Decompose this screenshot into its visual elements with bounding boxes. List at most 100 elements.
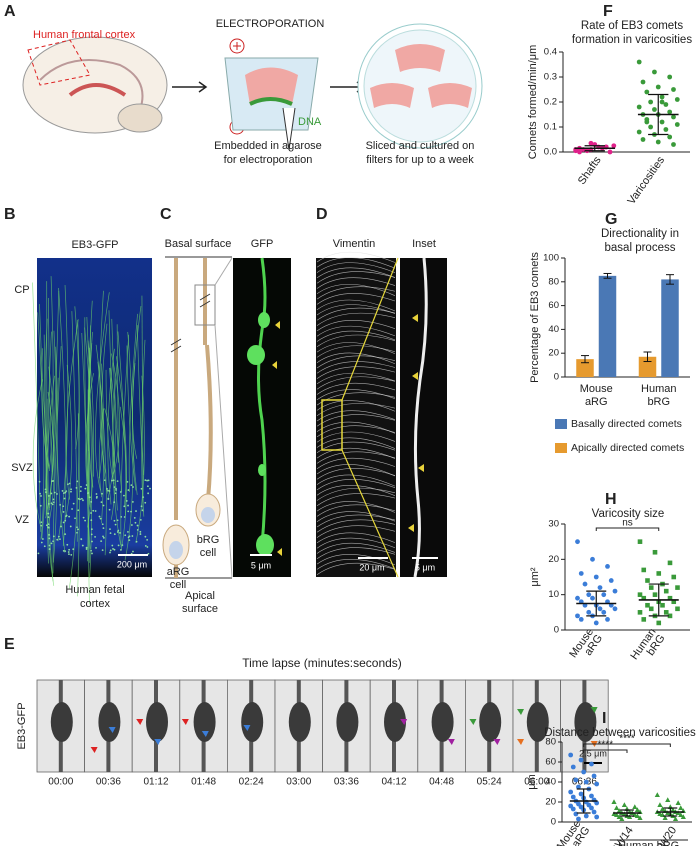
nucleus xyxy=(144,535,147,538)
y-tick-label: 80 xyxy=(548,276,559,287)
nucleus xyxy=(62,505,65,508)
x-tick-label: Varicosities xyxy=(625,154,667,207)
point xyxy=(667,109,673,115)
nucleus xyxy=(115,489,118,491)
fiber xyxy=(316,304,396,316)
nucleus xyxy=(109,528,111,531)
y-tick-label: 80 xyxy=(545,737,556,748)
point xyxy=(594,781,600,787)
point xyxy=(641,617,647,622)
time-label: 01:12 xyxy=(143,777,168,788)
point xyxy=(583,813,589,819)
nucleus xyxy=(126,480,129,483)
x-tick-label: aRG xyxy=(585,396,608,408)
nucleus xyxy=(141,509,144,512)
strand xyxy=(87,389,91,505)
point xyxy=(619,816,625,821)
nucleus xyxy=(100,501,103,504)
nucleus xyxy=(144,545,147,547)
nucleus xyxy=(51,480,53,483)
y-tick-label: 0 xyxy=(554,625,559,636)
nucleus xyxy=(121,544,124,547)
nucleus xyxy=(80,485,82,488)
nucleus xyxy=(68,482,71,485)
point xyxy=(671,142,676,147)
fiber xyxy=(316,299,396,312)
annotation: ns xyxy=(622,518,633,529)
point xyxy=(655,84,661,90)
point xyxy=(607,149,613,155)
point xyxy=(672,816,679,821)
nucleus xyxy=(76,526,78,529)
label: Human frontal cortex xyxy=(33,29,136,41)
point xyxy=(667,595,673,601)
point xyxy=(578,617,584,622)
fiber xyxy=(316,525,396,538)
nucleus xyxy=(135,510,137,512)
nucleus xyxy=(48,548,51,550)
y-tick-label: 0 xyxy=(551,817,556,828)
y-tick-label: 0.0 xyxy=(544,147,557,158)
micrograph-texture xyxy=(32,276,151,605)
point xyxy=(665,797,671,802)
nucleus xyxy=(127,489,130,491)
nucleus xyxy=(101,492,103,495)
nucleus xyxy=(39,492,41,495)
strand xyxy=(74,306,80,449)
nucleus xyxy=(116,480,119,482)
point xyxy=(589,805,594,811)
point xyxy=(575,613,580,619)
nucleus xyxy=(131,501,134,503)
point xyxy=(614,812,620,817)
fiber xyxy=(316,562,396,575)
label: GFP xyxy=(251,238,274,250)
y-tick-label: 0.2 xyxy=(544,97,557,108)
nucleus xyxy=(71,508,73,510)
axis-label: Percentage of EB3 comets xyxy=(529,252,541,383)
point xyxy=(573,811,579,817)
panel-letter: F xyxy=(603,3,613,20)
nucleus xyxy=(102,504,105,507)
point xyxy=(667,613,673,619)
arrowhead xyxy=(136,719,144,725)
point xyxy=(644,119,650,125)
fiber xyxy=(316,447,396,459)
point xyxy=(590,595,595,601)
nucleus xyxy=(103,479,106,482)
nucleus xyxy=(140,505,143,508)
nucleus xyxy=(113,486,116,489)
point xyxy=(637,610,643,615)
y-tick-label: 0.1 xyxy=(544,122,557,133)
nucleus xyxy=(109,551,111,554)
point xyxy=(614,805,620,810)
nucleus xyxy=(69,525,72,528)
chart-title: Directionality in xyxy=(601,228,679,240)
nucleus xyxy=(128,539,131,542)
point xyxy=(594,814,600,820)
nucleus xyxy=(45,524,48,527)
cell-body xyxy=(98,702,121,742)
nucleus xyxy=(64,519,67,522)
cell-body xyxy=(574,702,597,742)
label: CP xyxy=(14,284,29,296)
point xyxy=(667,560,673,566)
nucleus xyxy=(77,509,80,512)
point xyxy=(593,620,599,626)
cell-body xyxy=(479,702,502,742)
point xyxy=(568,752,574,758)
nucleus xyxy=(130,510,132,513)
strand xyxy=(48,297,53,472)
nucleus xyxy=(77,528,79,531)
nucleus xyxy=(117,529,120,532)
nucleus xyxy=(119,491,122,493)
nucleus xyxy=(135,540,138,543)
time-label: 03:36 xyxy=(334,777,359,788)
nucleus xyxy=(113,533,116,536)
x-tick-label: bRG xyxy=(647,396,670,408)
point xyxy=(675,606,680,612)
nucleus xyxy=(56,493,58,495)
nucleus xyxy=(130,484,133,487)
y-tick-label: 40 xyxy=(548,324,559,335)
